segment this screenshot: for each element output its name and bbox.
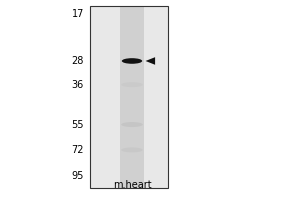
Text: m.heart: m.heart xyxy=(113,180,151,190)
Ellipse shape xyxy=(122,58,142,64)
Bar xyxy=(90,6,168,188)
Bar xyxy=(90,6,168,188)
Polygon shape xyxy=(146,57,155,65)
Text: 36: 36 xyxy=(72,80,84,90)
Text: 28: 28 xyxy=(72,56,84,66)
Ellipse shape xyxy=(121,82,143,87)
Text: 55: 55 xyxy=(71,120,84,130)
Ellipse shape xyxy=(121,147,143,152)
Ellipse shape xyxy=(121,122,143,127)
Text: 72: 72 xyxy=(71,145,84,155)
Text: 17: 17 xyxy=(72,9,84,19)
Text: 95: 95 xyxy=(72,171,84,181)
Bar xyxy=(120,6,144,188)
